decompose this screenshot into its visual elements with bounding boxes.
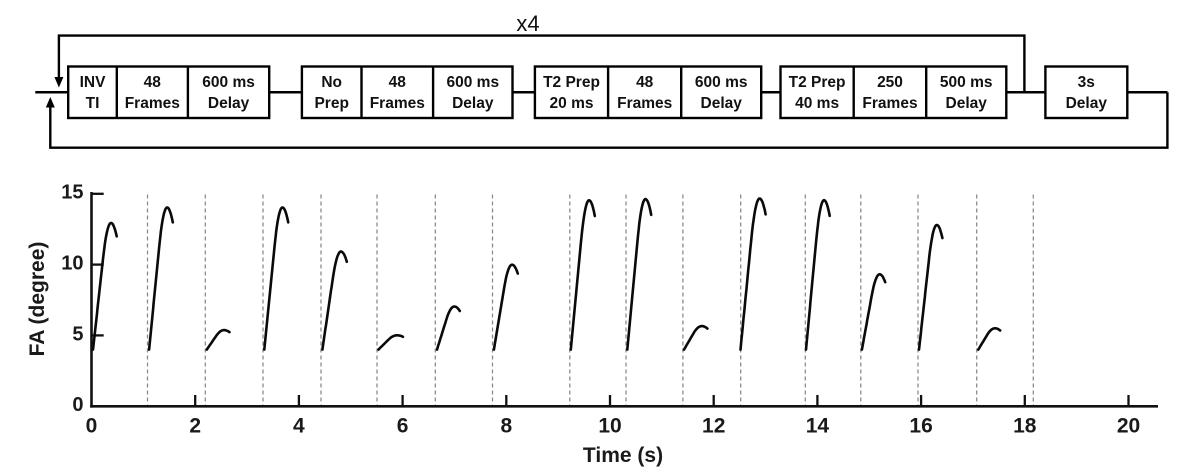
svg-text:No: No (321, 74, 342, 91)
svg-text:12: 12 (702, 415, 725, 438)
svg-text:T2 Prep: T2 Prep (543, 74, 600, 91)
svg-text:15: 15 (61, 182, 83, 204)
svg-text:Time (s): Time (s) (583, 444, 663, 467)
svg-text:0: 0 (86, 415, 98, 438)
svg-text:Delay: Delay (701, 95, 743, 112)
svg-text:5: 5 (72, 323, 83, 345)
svg-text:20: 20 (1117, 415, 1140, 438)
svg-text:600 ms: 600 ms (447, 74, 500, 91)
svg-text:Frames: Frames (862, 95, 917, 112)
svg-text:48: 48 (389, 74, 407, 91)
svg-text:48: 48 (636, 74, 654, 91)
svg-text:16: 16 (909, 415, 932, 438)
svg-text:Frames: Frames (370, 95, 425, 112)
svg-text:500 ms: 500 ms (940, 74, 993, 91)
svg-text:T2 Prep: T2 Prep (789, 74, 846, 91)
svg-text:600 ms: 600 ms (202, 74, 255, 91)
svg-text:x4: x4 (516, 11, 539, 36)
svg-text:10: 10 (598, 415, 621, 438)
svg-text:6: 6 (397, 415, 409, 438)
svg-text:20 ms: 20 ms (550, 95, 594, 112)
svg-text:TI: TI (86, 95, 100, 112)
svg-text:18: 18 (1013, 415, 1037, 438)
svg-text:10: 10 (61, 253, 83, 275)
svg-text:FA (degree): FA (degree) (26, 242, 49, 357)
svg-text:Delay: Delay (208, 95, 250, 112)
svg-text:8: 8 (500, 415, 512, 438)
svg-text:48: 48 (144, 74, 162, 91)
svg-text:2: 2 (189, 415, 201, 438)
svg-text:250: 250 (877, 74, 903, 91)
svg-text:Delay: Delay (1066, 95, 1108, 112)
svg-text:0: 0 (72, 394, 83, 416)
svg-text:Frames: Frames (125, 95, 180, 112)
svg-text:4: 4 (293, 415, 305, 438)
svg-text:14: 14 (806, 415, 830, 438)
svg-text:Frames: Frames (617, 95, 672, 112)
svg-text:3s: 3s (1078, 74, 1095, 91)
svg-text:600 ms: 600 ms (695, 74, 748, 91)
svg-text:Delay: Delay (452, 95, 494, 112)
svg-text:40 ms: 40 ms (795, 95, 839, 112)
svg-text:Delay: Delay (946, 95, 988, 112)
svg-text:Prep: Prep (314, 95, 348, 112)
svg-text:INV: INV (80, 74, 107, 91)
